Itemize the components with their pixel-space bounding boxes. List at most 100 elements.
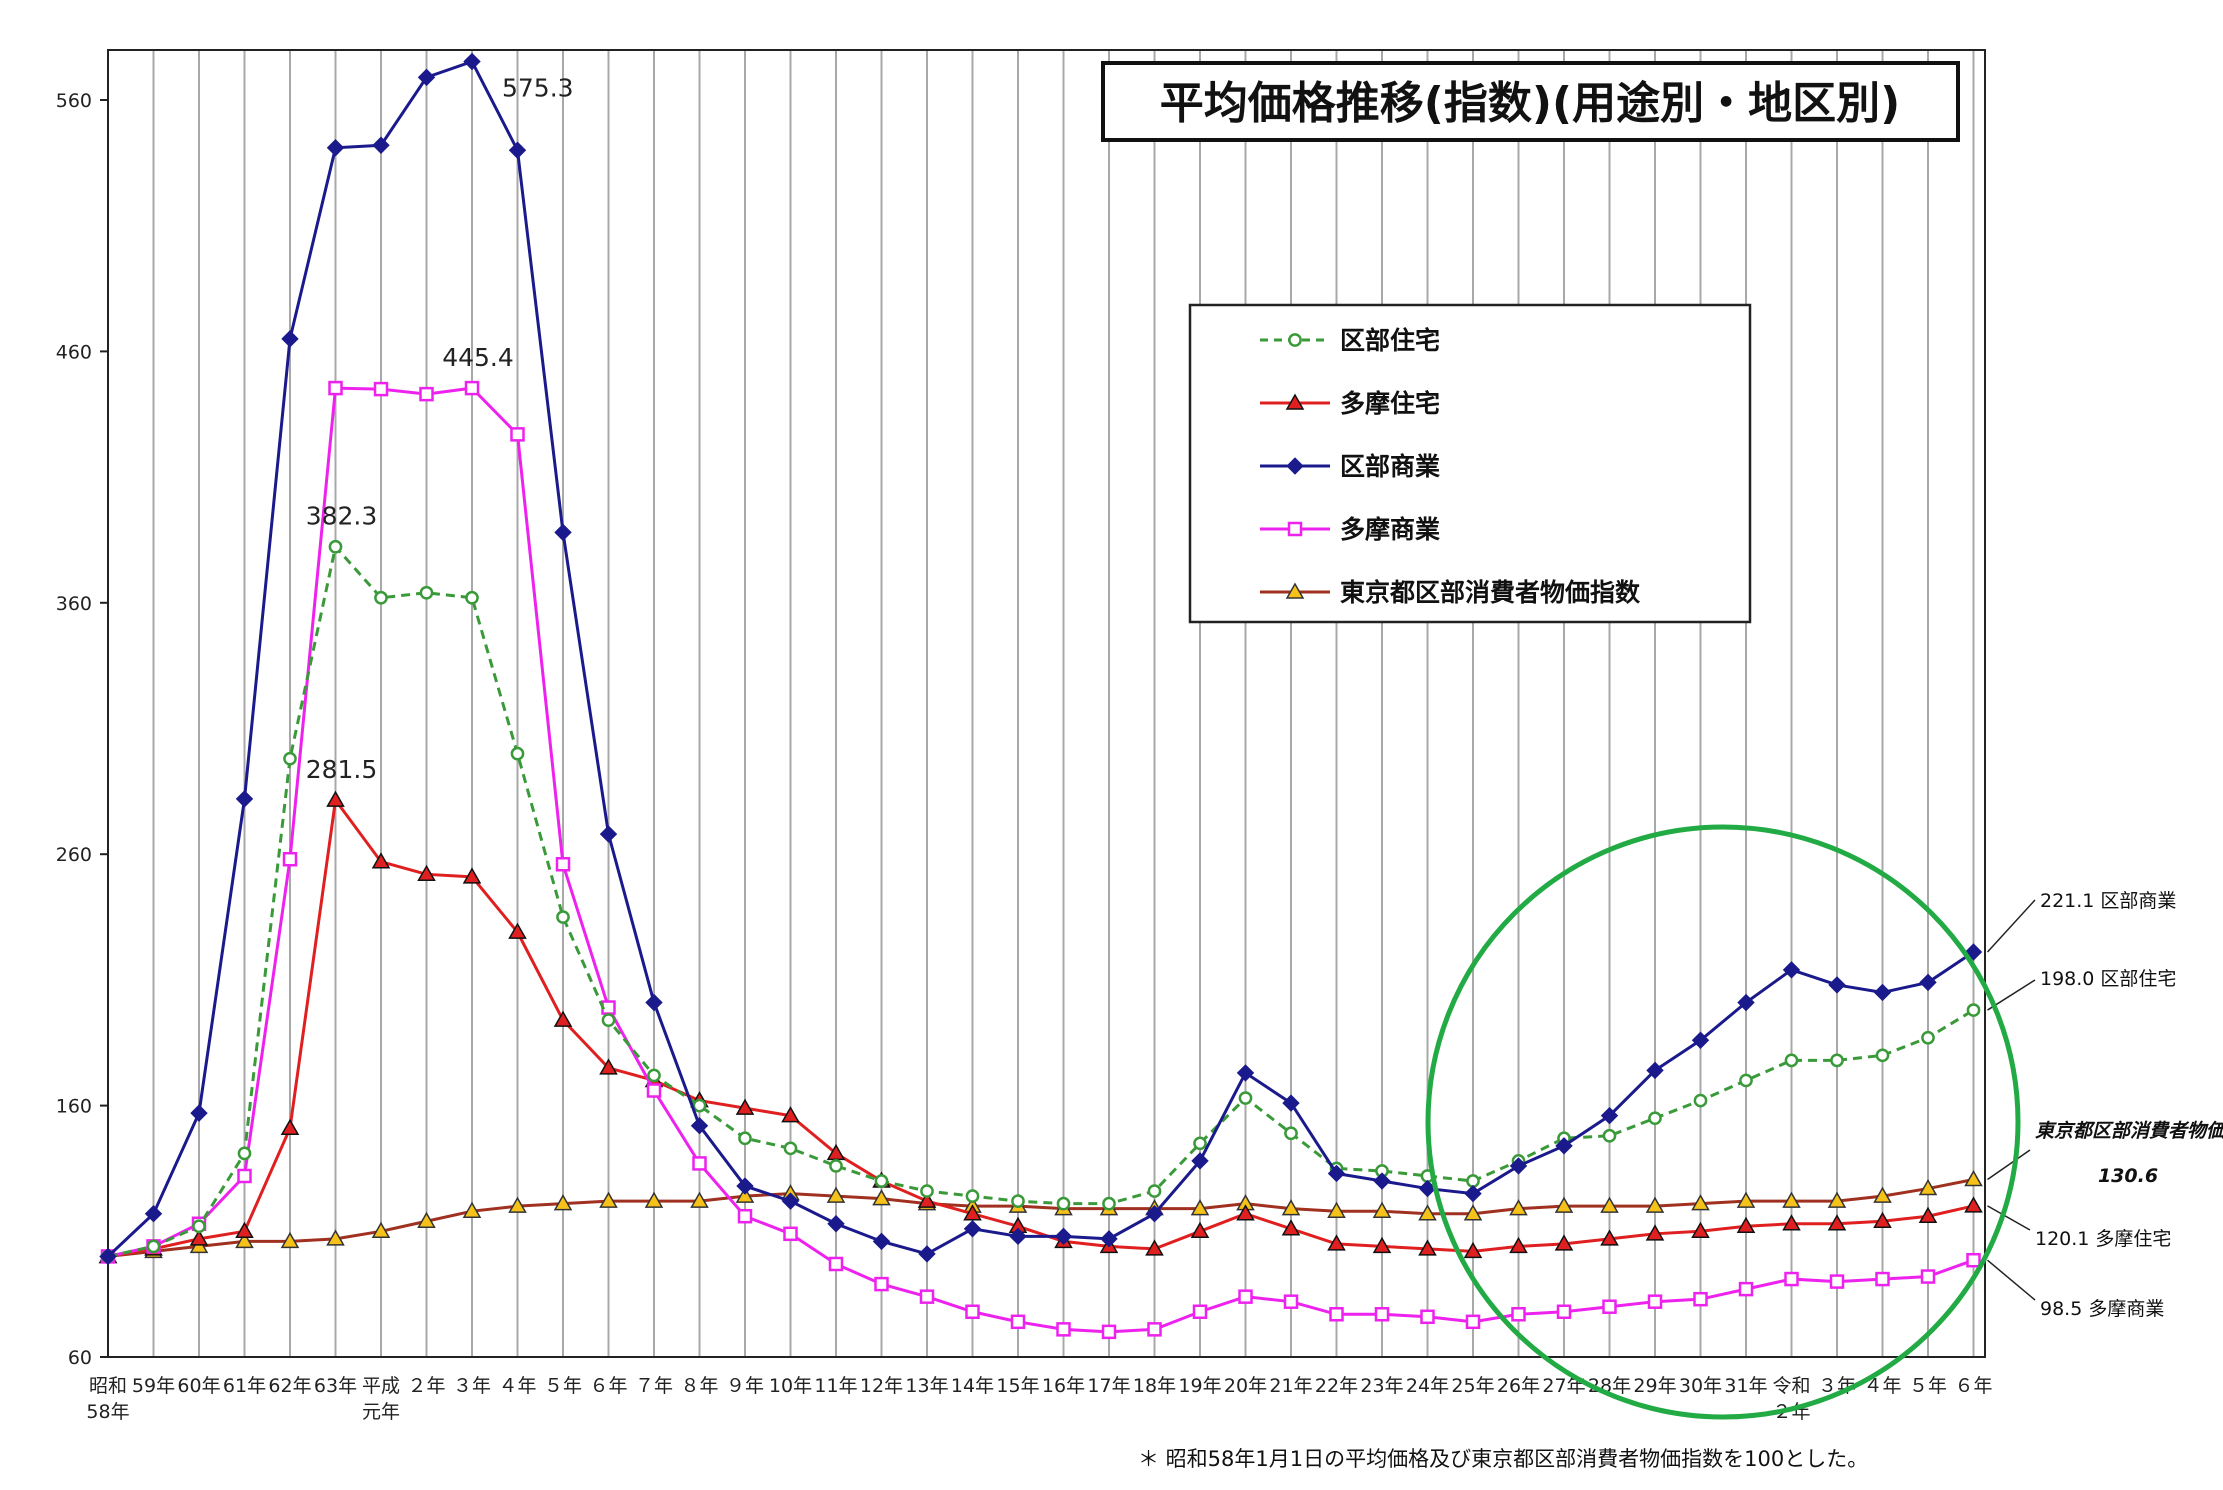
data-point <box>1600 1229 1619 1246</box>
data-point <box>235 1221 254 1239</box>
data-point <box>692 1156 707 1171</box>
data-point <box>1919 973 1937 992</box>
data-point <box>1147 1184 1162 1198</box>
data-point <box>463 52 481 71</box>
x-tick-label: ５年 <box>1909 1375 1947 1397</box>
series-line <box>106 59 1975 1258</box>
legend-box <box>1188 303 1752 624</box>
data-point <box>1555 1137 1573 1155</box>
x-tick-label: ４年 <box>498 1375 536 1397</box>
data-point <box>917 1191 937 1208</box>
data-point <box>419 386 434 402</box>
data-point <box>1282 1094 1300 1112</box>
data-point <box>781 1192 800 1210</box>
x-tick-label: 平成 <box>362 1375 400 1397</box>
data-point <box>1464 1184 1482 1203</box>
x-tick-label: 14年 <box>951 1375 994 1397</box>
data-point <box>874 1276 889 1292</box>
data-point <box>1372 1201 1392 1218</box>
end-label: 198.0 区部住宅 <box>2040 968 2176 990</box>
peak-label: 382.3 <box>306 502 378 531</box>
x-tick-label: 60年 <box>177 1375 220 1397</box>
data-point <box>555 857 571 872</box>
chart-title: 平均価格推移(指数)(用途別・地区別) <box>1160 78 1900 129</box>
end-label: 221.1 区部商業 <box>2040 890 2176 912</box>
data-point <box>1010 1314 1026 1330</box>
data-point <box>1918 1206 1938 1223</box>
data-point <box>1782 1214 1801 1231</box>
data-point <box>783 1226 798 1242</box>
data-point <box>690 1191 709 1208</box>
data-point <box>1281 1199 1301 1216</box>
data-point <box>373 381 389 397</box>
data-point <box>374 590 388 605</box>
data-point <box>735 1186 755 1203</box>
data-point <box>1374 1307 1390 1322</box>
data-point <box>920 1184 934 1198</box>
data-point <box>1288 333 1302 347</box>
data-point <box>1285 582 1305 599</box>
x-tick-label: 63年 <box>314 1375 357 1397</box>
data-point <box>508 922 527 939</box>
data-point <box>1284 1126 1298 1141</box>
data-point <box>1465 1314 1481 1330</box>
data-point <box>282 851 298 867</box>
series-line <box>107 796 1974 1258</box>
end-label-leader <box>1987 1259 2036 1301</box>
data-point <box>326 1229 345 1246</box>
data-point <box>1554 1234 1574 1251</box>
data-point <box>1193 1136 1207 1151</box>
data-point <box>1964 1196 1983 1213</box>
x-tick-label: 24年 <box>1406 1375 1449 1397</box>
series-1 <box>101 539 1981 1264</box>
data-point <box>1782 961 1801 979</box>
series-line <box>107 543 1975 1258</box>
data-point <box>372 136 390 154</box>
data-point <box>1147 1322 1162 1337</box>
data-point <box>1873 1186 1892 1203</box>
data-point <box>464 380 480 396</box>
data-point <box>281 330 299 348</box>
data-point <box>1920 1269 1936 1284</box>
data-point <box>1738 1281 1754 1297</box>
data-point <box>1102 1196 1116 1211</box>
data-point <box>1054 1227 1073 1246</box>
end-label-leader <box>1987 1205 2031 1231</box>
data-point <box>1647 1294 1663 1309</box>
x-tick-label: ６年 <box>1954 1375 1992 1397</box>
data-point <box>1875 1271 1890 1287</box>
data-point <box>1418 1204 1437 1221</box>
data-point <box>417 68 436 87</box>
x-tick-label: 11年 <box>814 1375 857 1397</box>
data-point <box>735 1098 755 1115</box>
data-point <box>417 864 436 882</box>
data-point <box>1829 1274 1845 1289</box>
data-point <box>1327 1234 1346 1251</box>
data-point <box>645 993 663 1012</box>
data-point <box>781 1106 800 1123</box>
data-point <box>1145 1239 1164 1256</box>
x-tick-label: 30年 <box>1679 1375 1722 1397</box>
x-tick-label: 26年 <box>1497 1375 1540 1397</box>
data-point <box>1782 1191 1801 1208</box>
data-point <box>1556 1304 1572 1319</box>
x-tick-label: 62年 <box>268 1375 311 1397</box>
data-point <box>465 590 479 605</box>
x-tick-label: 21年 <box>1269 1375 1312 1397</box>
x-tick-label: 17年 <box>1087 1375 1130 1397</box>
data-point <box>1238 1091 1253 1105</box>
data-point <box>1238 1289 1253 1304</box>
data-point <box>280 1118 300 1135</box>
data-point <box>1190 1199 1210 1216</box>
data-point <box>1373 1172 1391 1190</box>
data-point <box>1602 1299 1617 1314</box>
legend-label: 多摩商業 <box>1340 515 1440 544</box>
data-point <box>1648 1111 1662 1126</box>
data-point <box>554 523 572 542</box>
data-point <box>647 1068 661 1083</box>
data-point <box>1875 1048 1890 1063</box>
data-point <box>1286 457 1304 475</box>
x-tick-label: 12年 <box>860 1375 903 1397</box>
x-tick-label: 27年 <box>1542 1375 1585 1397</box>
